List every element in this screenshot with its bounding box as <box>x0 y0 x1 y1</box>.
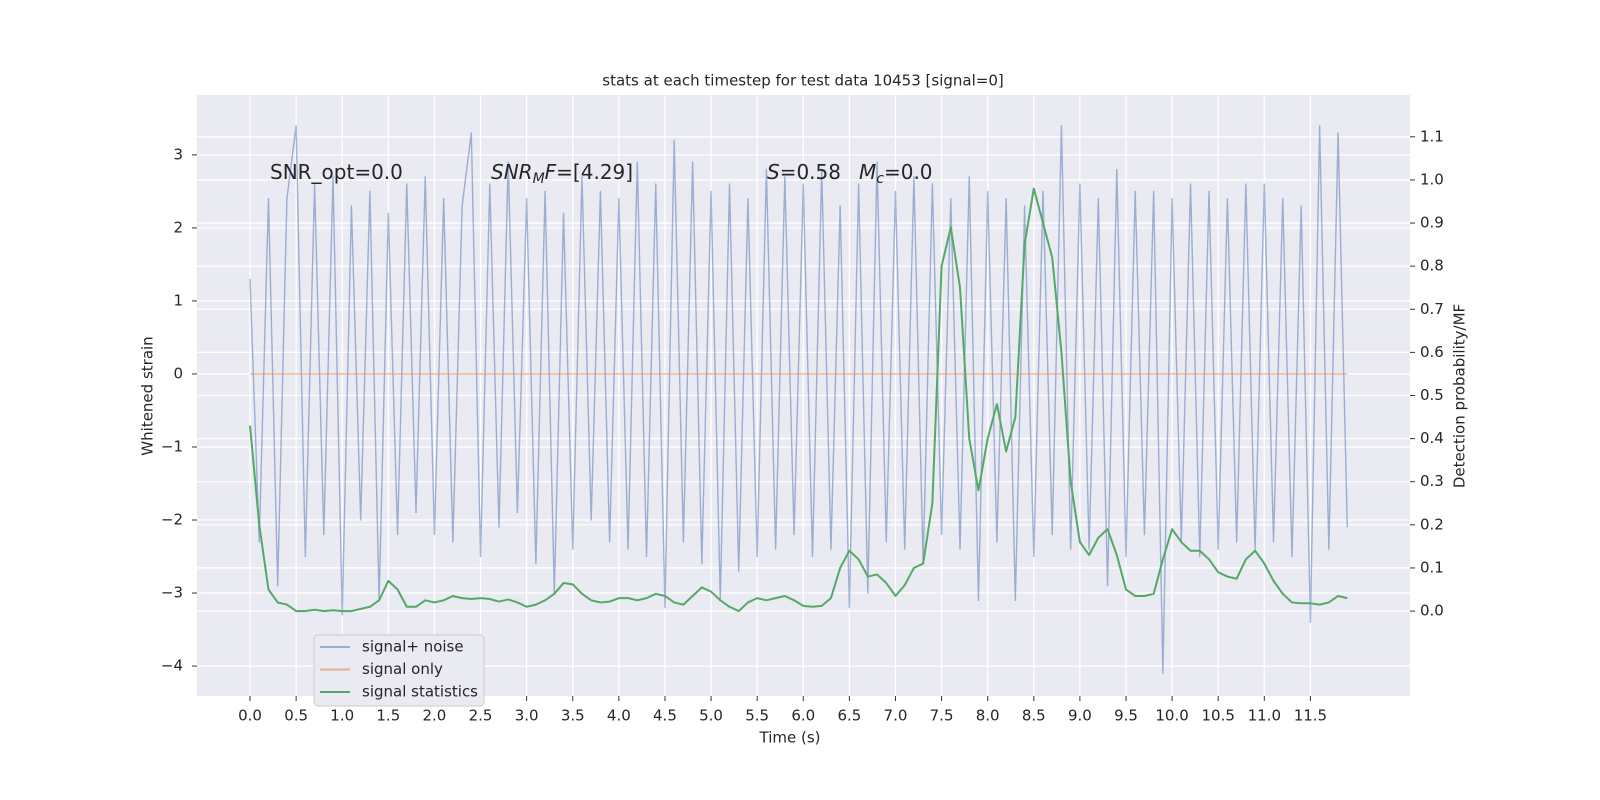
x-tick-label: 2.0 <box>423 707 447 725</box>
annotation-part: SNR <box>491 160 533 184</box>
y-tick-label: −2 <box>161 511 183 529</box>
annotation-part: =[4.29] <box>556 160 633 184</box>
y2-tick-label: 0.3 <box>1420 472 1444 490</box>
x-tick-label: 3.0 <box>515 707 539 725</box>
annotation-part: =0.58 <box>780 160 841 184</box>
y2-tick-label: 0.6 <box>1420 343 1444 361</box>
y-tick-label: 2 <box>173 218 183 236</box>
y2-tick-label: 0.4 <box>1420 429 1444 447</box>
x-tick-label: 1.5 <box>376 707 400 725</box>
y2-tick-label: 1.1 <box>1420 127 1444 145</box>
x-tick-label: 4.0 <box>607 707 631 725</box>
annotation: S=0.58 <box>767 160 841 184</box>
y2-tick-label: 0.1 <box>1420 558 1444 576</box>
series-line <box>249 124 1348 675</box>
y2-tick-label: 0.2 <box>1420 515 1444 533</box>
y-tick-label: −3 <box>161 584 183 602</box>
y-tick-label: 0 <box>173 364 183 382</box>
x-tick-label: 1.0 <box>330 707 354 725</box>
series-line <box>249 187 1348 613</box>
annotation-part: c <box>876 171 884 187</box>
y2-tick-label: 1.0 <box>1420 170 1444 188</box>
x-tick-label: 8.0 <box>976 707 1000 725</box>
legend-label: signal only <box>362 660 443 678</box>
annotation-part: M <box>859 160 876 184</box>
legend: signal+ noise signal only signal statistic… <box>313 634 485 707</box>
chart-title: stats at each timestep for test data 104… <box>602 72 1003 90</box>
y-axis-label: Whitened strain <box>139 336 157 455</box>
y-tick-label: −4 <box>161 657 183 675</box>
annotation-part: F <box>545 160 557 184</box>
y2-tick-label: 0.5 <box>1420 386 1444 404</box>
y2-tick-label: 0.7 <box>1420 300 1444 318</box>
y2-tick-label: 0.8 <box>1420 257 1444 275</box>
legend-label: signal statistics <box>362 683 478 701</box>
x-tick-label: 5.0 <box>699 707 723 725</box>
annotation-part: =0.0 <box>884 160 933 184</box>
annotation: SNR_opt=0.0 <box>270 160 403 184</box>
x-tick-label: 0.5 <box>284 707 308 725</box>
y-tick-label: −1 <box>161 437 183 455</box>
x-tick-label: 0.0 <box>238 707 262 725</box>
x-tick-label: 4.5 <box>653 707 677 725</box>
x-tick-label: 11.0 <box>1248 707 1281 725</box>
legend-label: signal+ noise <box>362 638 464 656</box>
x-tick-label: 5.5 <box>745 707 769 725</box>
annotation: SNRMF=[4.29] <box>491 160 633 188</box>
legend-box <box>313 634 485 707</box>
y-tick-label: 1 <box>173 291 183 309</box>
y-tick-label: 3 <box>173 145 183 163</box>
x-tick-label: 9.0 <box>1068 707 1092 725</box>
x-tick-label: 11.5 <box>1294 707 1327 725</box>
x-tick-label: 7.5 <box>930 707 954 725</box>
x-tick-label: 2.5 <box>469 707 493 725</box>
annotation: Mc=0.0 <box>859 160 933 188</box>
x-tick-label: 8.5 <box>1022 707 1046 725</box>
annotation-part: M <box>533 171 545 187</box>
x-tick-label: 3.5 <box>561 707 585 725</box>
y2-tick-label: 0.0 <box>1420 602 1444 620</box>
x-tick-label: 7.0 <box>884 707 908 725</box>
x-tick-label: 10.0 <box>1155 707 1188 725</box>
x-tick-label: 9.5 <box>1114 707 1138 725</box>
y2-tick-label: 0.9 <box>1420 214 1444 232</box>
x-tick-label: 10.5 <box>1202 707 1235 725</box>
y2-axis-label: Detection probability/MF <box>1451 304 1469 488</box>
x-axis-label: Time (s) <box>759 729 821 747</box>
annotation-part: S <box>767 160 780 184</box>
x-tick-label: 6.5 <box>837 707 861 725</box>
x-tick-label: 6.0 <box>791 707 815 725</box>
annotation-part: SNR_opt=0.0 <box>270 160 403 184</box>
